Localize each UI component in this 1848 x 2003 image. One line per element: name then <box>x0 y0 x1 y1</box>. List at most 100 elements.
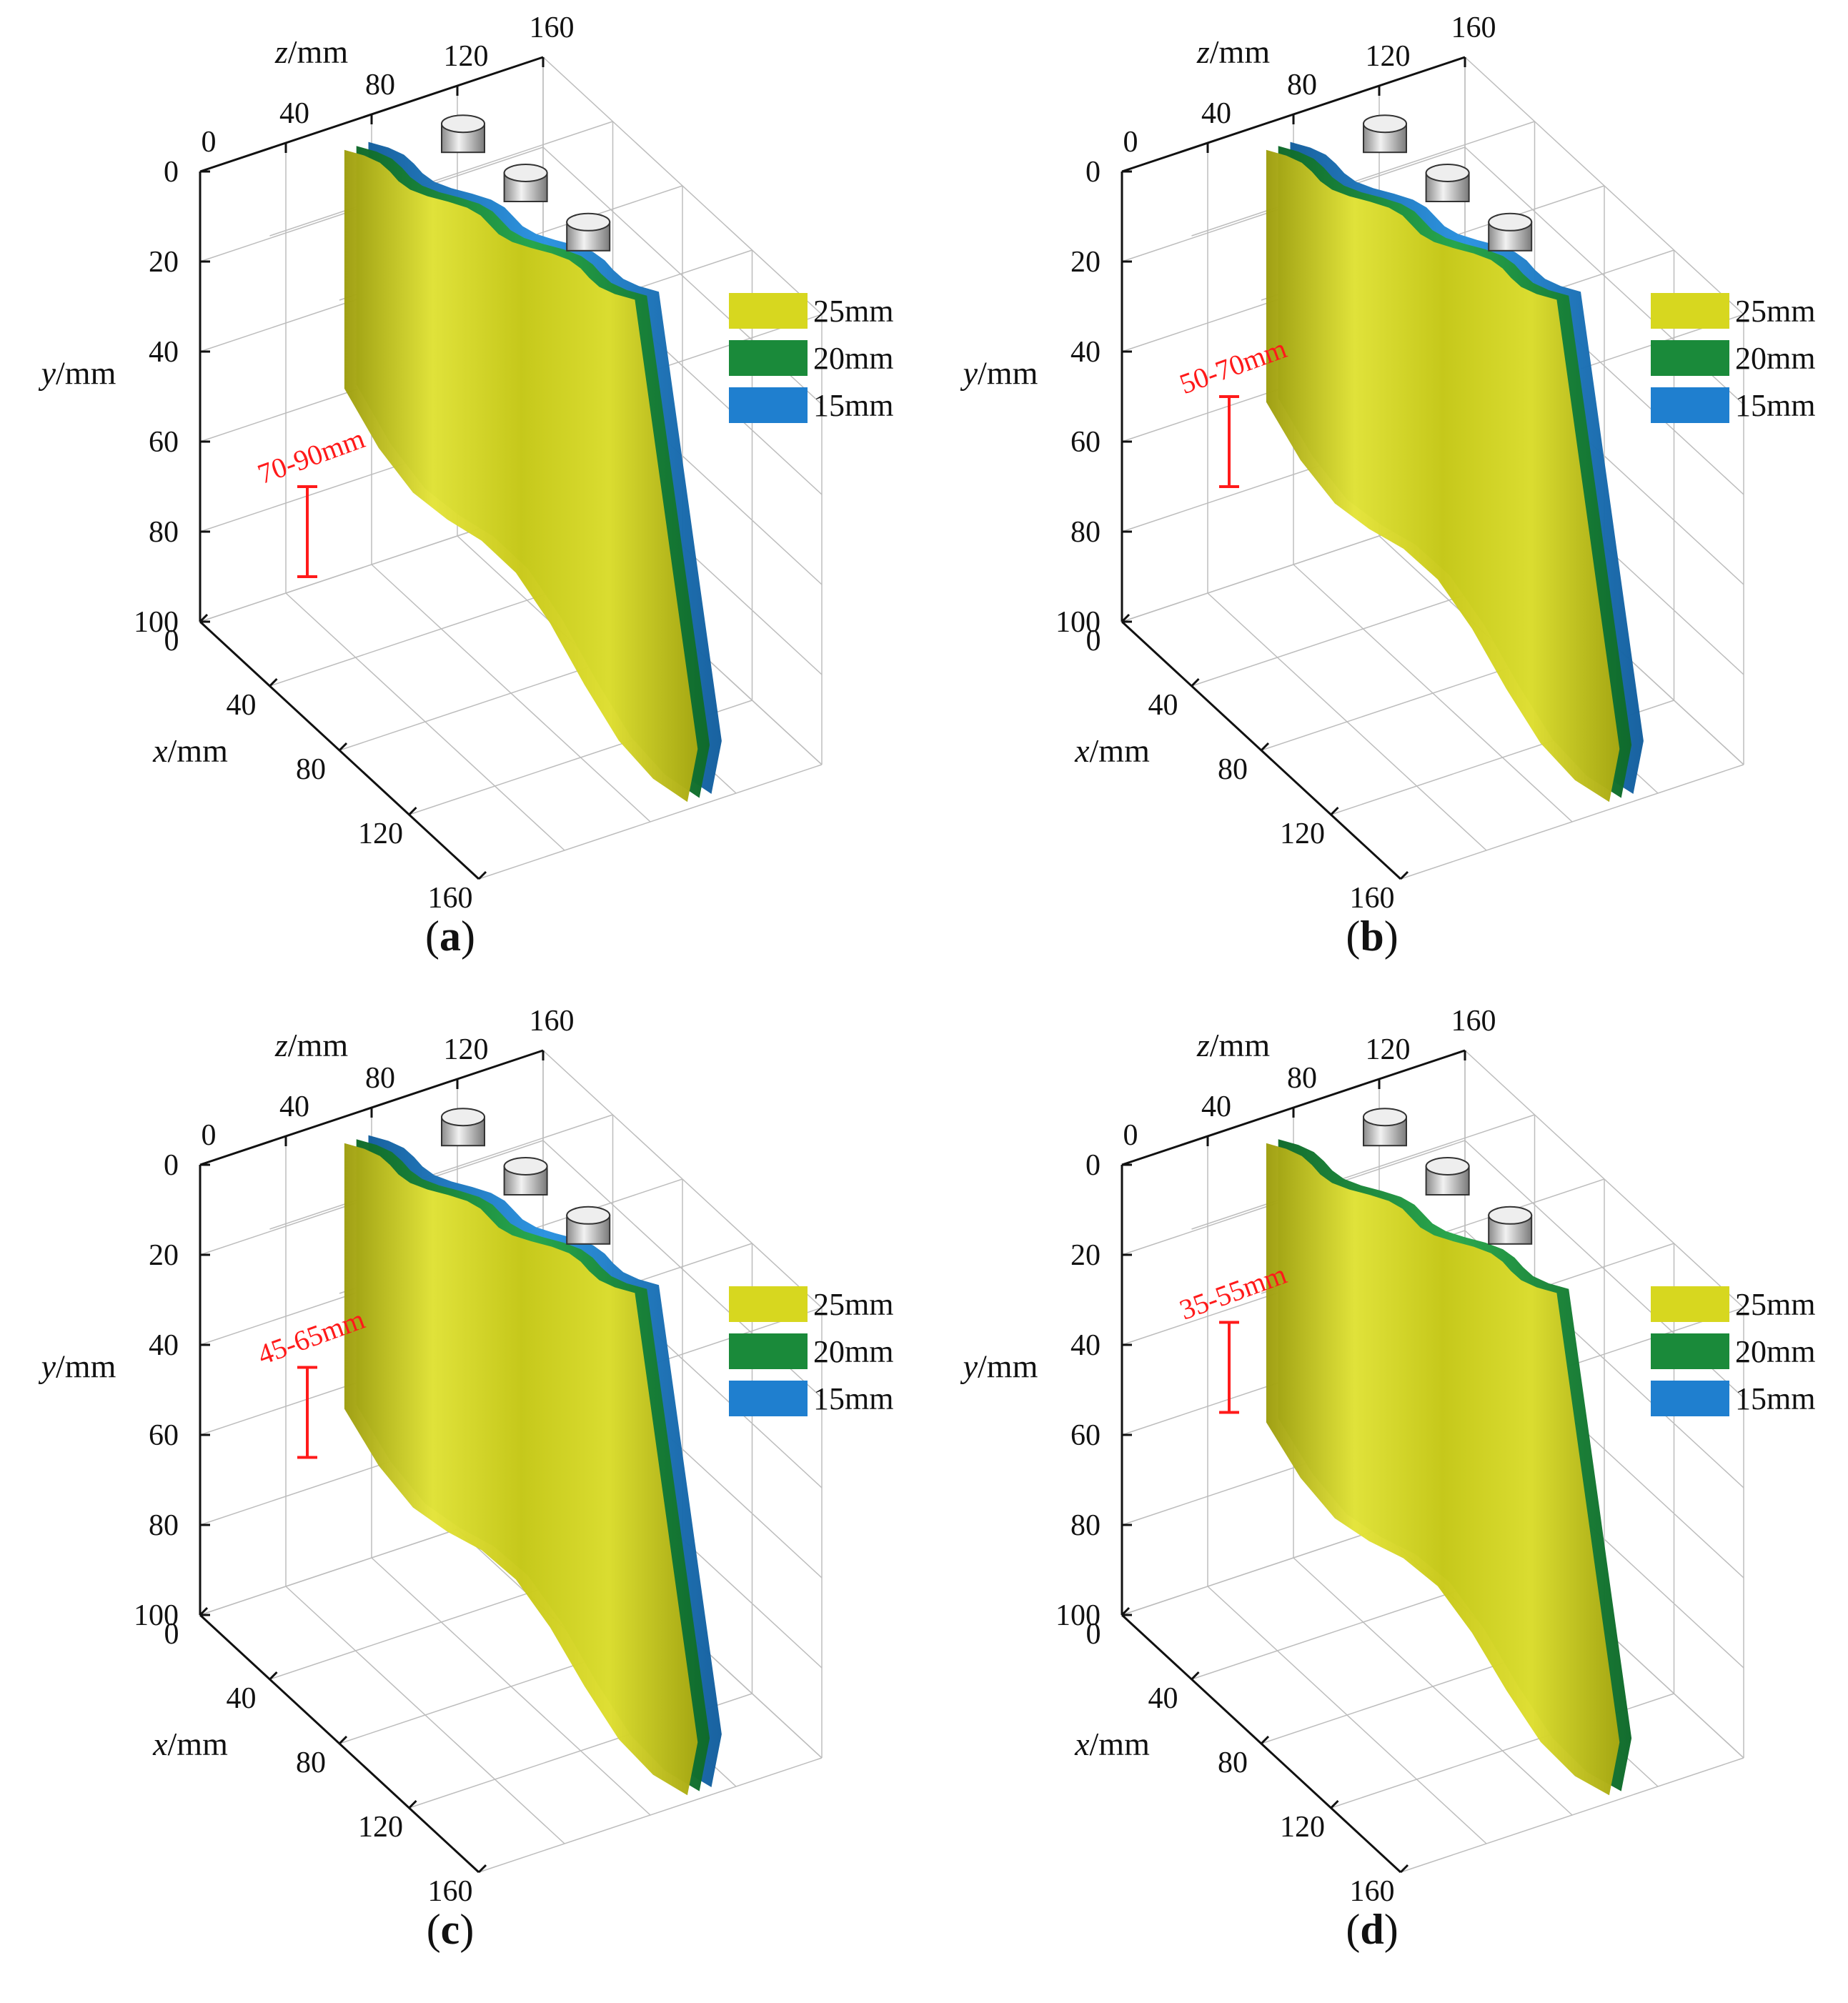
y-tick-label: 60 <box>1070 426 1101 459</box>
legend-label: 25mm <box>1735 294 1815 329</box>
legend-label: 20mm <box>813 1334 893 1369</box>
legend: 25mm 20mm 15mm <box>1651 1286 1815 1416</box>
z-tick-label: 80 <box>365 69 395 101</box>
x-tick <box>1121 1606 1131 1616</box>
legend-label: 20mm <box>813 341 893 376</box>
grid-line <box>1207 592 1487 851</box>
y-tick-label: 0 <box>1086 1149 1101 1182</box>
pillar-top <box>441 114 485 134</box>
legend-label: 25mm <box>1735 1287 1815 1322</box>
z-tick-label: 160 <box>1451 1005 1496 1038</box>
panel-d: 0204060801000408012016004080120160z/mmy/… <box>960 1005 1816 1953</box>
y-tick-label: 80 <box>149 516 179 549</box>
pillars <box>441 1108 611 1245</box>
legend-label: 25mm <box>813 1287 893 1322</box>
z-tick-label: 0 <box>202 1119 217 1152</box>
y-axis-label: y/mm <box>960 355 1038 392</box>
surface-25mm <box>344 149 698 802</box>
legend-swatch-15mm <box>729 1381 808 1416</box>
y-tick-label: 20 <box>1070 246 1101 279</box>
grid-line <box>1207 1586 1487 1844</box>
pillar-top <box>566 212 611 232</box>
x-tick-label: 0 <box>164 1618 179 1651</box>
legend-label: 20mm <box>1735 341 1815 376</box>
z-tick-label: 80 <box>365 1062 395 1095</box>
legend-label: 15mm <box>1735 1381 1815 1416</box>
surface-25mm <box>344 1143 698 1796</box>
z-tick-label: 160 <box>1451 11 1496 44</box>
z-axis-label: z/mm <box>1196 1027 1270 1063</box>
pillar-top <box>503 164 548 182</box>
x-tick-label: 0 <box>164 625 179 657</box>
legend-swatch-15mm <box>1651 387 1729 423</box>
legend-swatch-20mm <box>1651 1333 1729 1369</box>
legend: 25mm 20mm 15mm <box>729 1286 893 1416</box>
x-tick-label: 80 <box>296 753 326 786</box>
y-tick-label: 80 <box>149 1509 179 1542</box>
x-tick <box>269 677 278 687</box>
x-tick-label: 80 <box>296 1746 326 1779</box>
x-tick-label: 40 <box>1148 1682 1178 1715</box>
pillar-top <box>1425 1157 1470 1176</box>
y-tick-label: 0 <box>1086 156 1101 189</box>
x-tick <box>1330 806 1339 816</box>
x-tick <box>338 1735 348 1745</box>
panel-label: (b) <box>1346 913 1398 960</box>
x-tick <box>199 1606 209 1616</box>
x-axis-label: x/mm <box>1074 1726 1150 1762</box>
x-tick-label: 40 <box>227 689 257 722</box>
x-tick-label: 160 <box>1350 882 1395 915</box>
x-tick <box>1260 742 1270 752</box>
pillars <box>1363 114 1533 252</box>
x-tick <box>338 742 348 752</box>
y-tick-label: 0 <box>164 1149 179 1182</box>
grid-line <box>1293 1557 1573 1816</box>
z-tick-label: 80 <box>1287 69 1317 101</box>
z-tick-label: 120 <box>1366 1033 1411 1066</box>
z-tick-label: 120 <box>1366 40 1411 73</box>
x-tick-label: 160 <box>1350 1875 1395 1908</box>
y-tick-label: 100 <box>134 1599 179 1632</box>
pillars <box>441 114 611 252</box>
y-tick-label: 60 <box>149 426 179 459</box>
y-tick-label: 60 <box>1070 1419 1101 1452</box>
grid-line <box>285 1586 565 1844</box>
panel-label: (c) <box>427 1906 475 1953</box>
y-axis-label: y/mm <box>39 355 116 392</box>
z-tick-label: 0 <box>1123 126 1138 159</box>
pillar-top <box>1488 1206 1533 1225</box>
y-tick-label: 20 <box>1070 1239 1101 1272</box>
x-tick <box>477 1864 487 1874</box>
annotation-bracket: 70-90mm <box>254 422 369 578</box>
panel-label: (a) <box>425 913 475 960</box>
x-tick <box>1399 870 1409 880</box>
x-tick-label: 80 <box>1218 753 1248 786</box>
y-tick-label: 40 <box>149 1329 179 1362</box>
z-tick-label: 0 <box>202 126 217 159</box>
z-tick-label: 120 <box>444 1033 489 1066</box>
y-tick-label: 40 <box>1070 1329 1101 1362</box>
x-tick-label: 120 <box>1280 817 1325 850</box>
pillar-top <box>1363 114 1407 134</box>
grid-line <box>1191 121 1535 237</box>
z-tick-label: 40 <box>1201 1090 1231 1123</box>
y-tick-label: 40 <box>149 336 179 369</box>
grid-line <box>1191 1114 1535 1230</box>
y-tick-label: 100 <box>1055 606 1101 639</box>
x-axis-label: x/mm <box>152 732 228 769</box>
x-tick <box>1399 1864 1409 1874</box>
x-tick-label: 160 <box>428 882 473 915</box>
legend: 25mm 20mm 15mm <box>1651 293 1815 423</box>
x-tick <box>408 1799 417 1809</box>
x-tick <box>477 870 487 880</box>
surface-25mm <box>1266 1143 1620 1796</box>
panel-a: 0204060801000408012016004080120160z/mmy/… <box>39 11 894 960</box>
z-tick-label: 160 <box>530 1005 575 1038</box>
panel-label: (d) <box>1346 1906 1398 1953</box>
legend-swatch-20mm <box>729 340 808 376</box>
surface-25mm <box>1266 149 1620 802</box>
